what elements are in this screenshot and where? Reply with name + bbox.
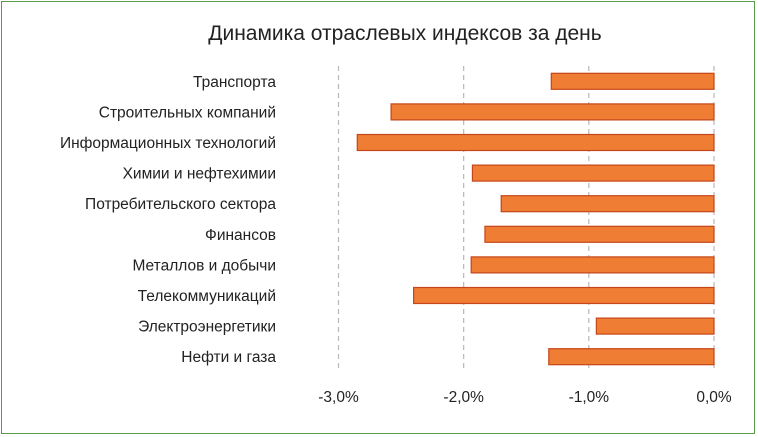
x-tick-label: 0,0% — [696, 389, 732, 406]
bar — [470, 256, 715, 274]
category-label: Строительных компаний — [99, 104, 276, 121]
category-label: Информационных технологий — [60, 135, 276, 152]
category-label: Транспорта — [193, 74, 276, 91]
bar — [548, 348, 715, 366]
x-tick-label: -3,0% — [318, 389, 359, 406]
category-label: Электроэнергетики — [138, 319, 276, 336]
category-label: Телекоммуникаций — [138, 288, 276, 305]
bar — [413, 286, 715, 305]
bar — [471, 164, 715, 182]
x-tick-label: -1,0% — [569, 389, 610, 406]
category-label: Металлов и добычи — [132, 257, 276, 274]
category-label: Финансов — [205, 227, 276, 244]
bar — [500, 195, 715, 213]
bar — [595, 317, 715, 335]
bar — [356, 133, 715, 152]
category-label: Нефти и газа — [181, 349, 276, 366]
bar — [484, 225, 715, 243]
category-label: Химии и нефтехимии — [123, 166, 276, 183]
x-tick-label: -2,0% — [443, 389, 484, 406]
chart-title: Динамика отраслевых индексов за день — [208, 22, 602, 45]
category-label: Потребительского сектора — [85, 196, 276, 213]
bar — [390, 103, 715, 121]
bar — [550, 72, 715, 90]
